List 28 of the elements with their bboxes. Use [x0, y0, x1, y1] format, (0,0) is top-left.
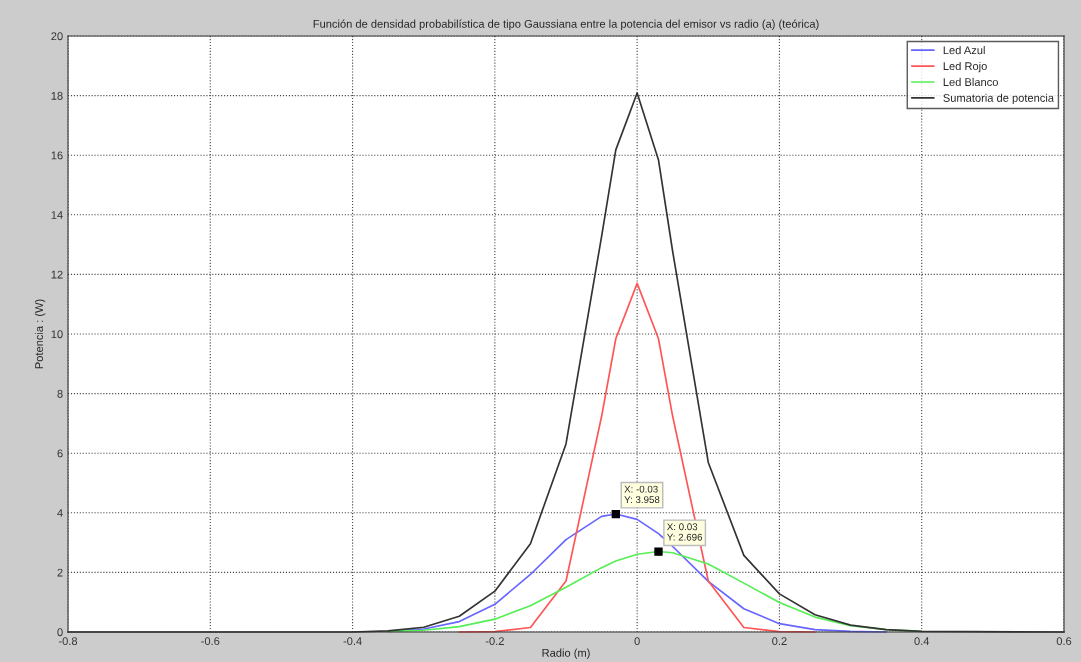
legend-label: Led Azul	[943, 46, 985, 55]
annotation: X: 0.03 Y: 2.696	[667, 523, 703, 541]
y-tick-label: 16	[51, 151, 63, 160]
legend-label: Sumatoria de potencia	[943, 93, 1055, 105]
y-tick-label: 12	[51, 270, 63, 279]
x-tick-label: 0.2	[772, 637, 787, 646]
y-axis-title: Potencia : (W)	[34, 299, 46, 369]
y-tick-label: 0	[57, 628, 63, 637]
x-tick-label: -0.4	[343, 637, 362, 646]
y-tick-label: 14	[51, 211, 63, 219]
x-tick-label: 0	[634, 637, 640, 646]
x-tick-label: -0.8	[58, 637, 78, 646]
x-tick-label: 0.4	[914, 637, 930, 646]
legend-label: Led Rojo	[943, 61, 987, 73]
chart-title: Función de densidad probabilística de tipo Gaussiana entre la potencia del emisor vs radio (a) (teórica)	[313, 19, 819, 30]
x-tick-label: -0.6	[201, 637, 220, 646]
y-tick-label: 20	[51, 32, 63, 41]
y-tick-label: 2	[57, 568, 63, 577]
annotation: X: -0.03 Y: 3.958	[624, 485, 660, 504]
x-axis-title: Radio (m)	[542, 648, 590, 659]
y-tick-label: 10	[51, 330, 63, 339]
y-tick-label: 6	[57, 449, 63, 458]
x-tick-label: 0.6	[1056, 637, 1072, 646]
legend-label: Led Blanco	[943, 77, 998, 86]
y-tick-label: 18	[51, 91, 63, 100]
y-tick-label: 8	[57, 389, 63, 398]
y-tick-label: 4	[57, 509, 63, 517]
x-tick-label: -0.2	[485, 637, 504, 646]
